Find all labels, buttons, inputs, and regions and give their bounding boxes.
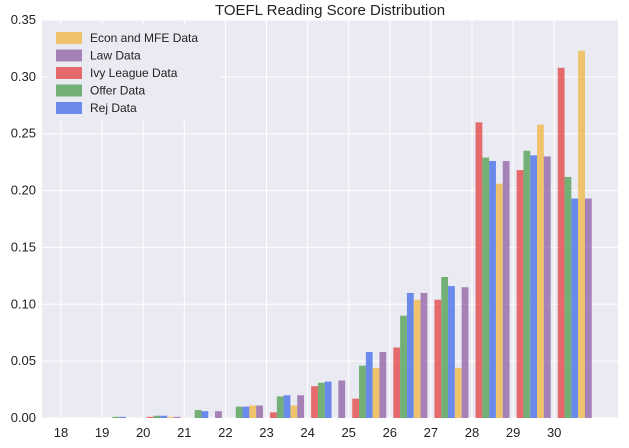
bar-rej-data-20: [160, 415, 168, 418]
bar-econ-and-mfe-data-20: [167, 416, 174, 418]
bar-rej-data-28: [489, 161, 496, 418]
bar-econ-and-mfe-data-29: [537, 124, 544, 419]
x-tick-label: 20: [136, 425, 150, 440]
y-tick-label: 0.20: [11, 183, 36, 198]
bar-rej-data-21: [201, 411, 209, 418]
x-tick-label: 28: [465, 425, 479, 440]
y-tick-label: 0.35: [11, 12, 36, 27]
bar-ivy-league-data-30: [557, 67, 565, 418]
bar-law-data-21: [215, 411, 222, 418]
legend-swatch: [56, 32, 82, 44]
legend-swatch: [56, 84, 82, 97]
bar-ivy-league-data-25: [352, 398, 360, 418]
x-tick-label: 23: [259, 425, 273, 440]
legend-swatch: [56, 102, 82, 114]
bar-ivy-league-data-23: [270, 412, 277, 418]
bar-rej-data-25: [365, 352, 373, 418]
bar-offer-data-30: [564, 176, 572, 418]
bar-rej-data-29: [530, 155, 538, 418]
legend: Econ and MFE Data Law Data Ivy League Data…: [48, 25, 220, 120]
legend-swatch: [56, 67, 82, 79]
legend-label: Offer Data: [90, 84, 145, 98]
y-tick-label: 0.25: [11, 126, 36, 141]
bar-econ-and-mfe-data-28: [495, 183, 503, 418]
x-tick-label: 25: [341, 425, 355, 440]
bar-rej-data-26: [406, 292, 414, 418]
x-tick-label: 30: [547, 425, 561, 440]
bar-ivy-league-data-27: [434, 299, 442, 418]
bar-law-data-20: [173, 416, 181, 418]
ticks: 0.00 0.05 0.10 0.15 0.20 0.25 0.30 0.35 18 19 20 21…: [11, 12, 562, 440]
bar-law-data-22: [256, 405, 263, 418]
bar-rej-data-23: [283, 395, 291, 418]
bar-econ-and-mfe-data-25: [372, 367, 380, 418]
bar-econ-and-mfe-data-23: [290, 405, 298, 418]
bar-econ-and-mfe-data-27: [454, 367, 462, 418]
x-tick-label: 27: [424, 425, 438, 440]
bar-offer-data-19: [112, 416, 120, 418]
x-tick-label: 26: [383, 425, 397, 440]
bar-ivy-league-data-26: [393, 347, 401, 418]
bar-offer-data-29: [523, 150, 531, 418]
bar-econ-and-mfe-data-30: [578, 50, 585, 419]
legend-label: Law Data: [90, 49, 141, 63]
y-tick-label: 0.05: [11, 353, 36, 368]
bar-law-data-27: [461, 287, 469, 418]
bar-offer-data-24: [317, 382, 325, 418]
bar-offer-data-22: [235, 406, 243, 418]
bar-ivy-league-data-24: [311, 386, 318, 418]
bar-rej-data-22: [242, 406, 250, 418]
y-tick-label: 0.10: [11, 296, 36, 311]
bar-ivy-league-data-20: [146, 416, 154, 418]
bar-offer-data-23: [276, 396, 284, 418]
legend-label: Ivy League Data: [90, 66, 178, 80]
bar-law-data-25: [379, 352, 387, 418]
bar-rej-data-24: [324, 381, 332, 418]
x-tick-label: 24: [300, 425, 314, 440]
x-tick-label: 29: [506, 425, 520, 440]
x-tick-label: 18: [54, 425, 68, 440]
legend-label: Rej Data: [90, 101, 137, 115]
bar-ivy-league-data-29: [516, 170, 524, 418]
bar-rej-data-30: [571, 198, 579, 418]
legend-swatch: [56, 49, 82, 62]
bar-rej-data-27: [448, 286, 455, 418]
y-tick-label: 0.15: [11, 239, 36, 254]
bar-offer-data-25: [359, 365, 366, 418]
bar-offer-data-28: [482, 157, 490, 418]
bar-law-data-29: [543, 156, 551, 418]
bar-law-data-23: [297, 395, 305, 418]
bars: [112, 50, 592, 419]
bar-ivy-league-data-28: [475, 122, 483, 418]
x-tick-label: 19: [95, 425, 109, 440]
bar-rej-data-19: [119, 416, 127, 418]
bar-law-data-26: [420, 292, 428, 418]
y-tick-label: 0.30: [11, 69, 36, 84]
bar-offer-data-20: [153, 415, 161, 418]
bar-offer-data-21: [194, 410, 202, 418]
bar-law-data-30: [584, 198, 592, 418]
bar-offer-data-26: [400, 315, 407, 418]
chart-title: TOEFL Reading Score Distribution: [215, 2, 445, 19]
x-tick-label: 21: [177, 425, 191, 440]
y-tick-label: 0.00: [11, 410, 36, 425]
bar-offer-data-27: [441, 276, 449, 418]
legend-label: Econ and MFE Data: [90, 31, 198, 45]
bar-econ-and-mfe-data-22: [249, 405, 257, 418]
x-tick-label: 22: [218, 425, 232, 440]
bar-law-data-24: [338, 380, 346, 418]
bar-law-data-28: [502, 161, 510, 418]
bar-econ-and-mfe-data-26: [413, 299, 421, 418]
